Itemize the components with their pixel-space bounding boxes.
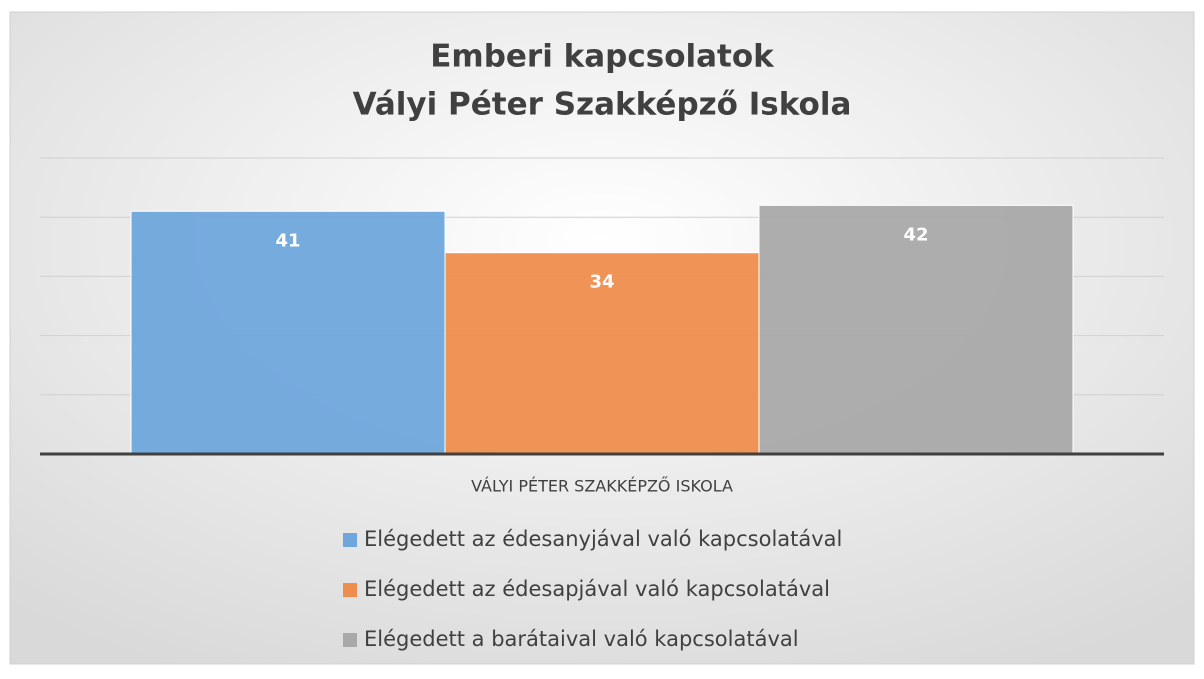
chart-title: Vályi Péter Szakképző Iskola	[353, 87, 852, 123]
legend-swatch	[343, 633, 357, 647]
x-tick-label: VÁLYI PÉTER SZAKKÉPZŐ ISKOLA	[471, 476, 733, 496]
data-label: 42	[903, 224, 928, 245]
bar	[444, 252, 760, 455]
data-label: 34	[589, 272, 614, 293]
chart-title: Emberi kapcsolatok	[430, 39, 775, 75]
bar	[758, 204, 1074, 455]
legend-label: Elégedett a barátaival való kapcsolatáva…	[364, 627, 799, 651]
legend-label: Elégedett az édesanyjával való kapcsolat…	[364, 527, 842, 551]
legend-label: Elégedett az édesapjával való kapcsolatá…	[364, 577, 830, 601]
legend-swatch	[343, 533, 357, 547]
legend-swatch	[343, 583, 357, 597]
data-label: 41	[275, 230, 300, 251]
